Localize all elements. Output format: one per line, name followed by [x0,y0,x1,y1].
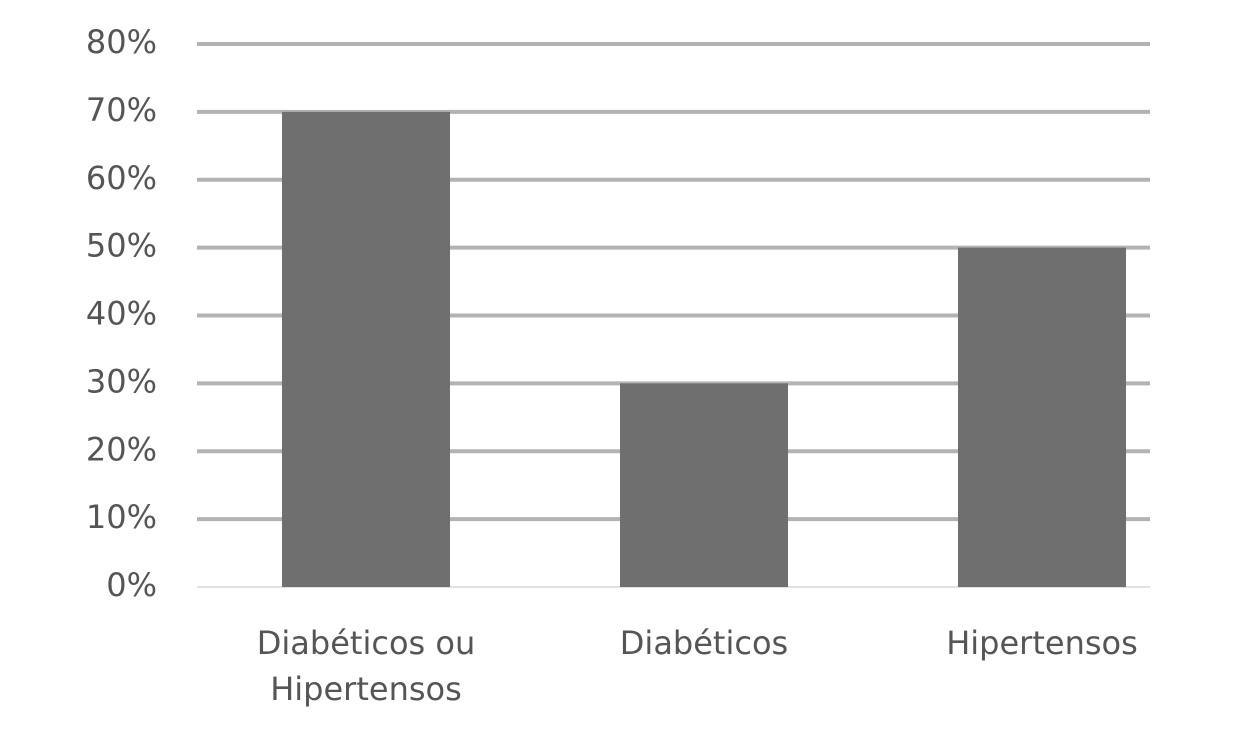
y-tick-label: 0% [106,566,157,604]
y-tick-label: 60% [86,159,157,197]
x-tick-label: Hipertensos [946,624,1138,662]
x-tick-label: Diabéticos ou Hipertensos [256,624,476,708]
x-tick-label: Diabéticos [619,624,789,662]
bar [282,111,450,587]
y-tick-label: 10% [86,498,157,536]
y-tick-label: 20% [86,430,157,468]
bar [620,383,788,587]
y-tick-label: 30% [86,362,157,400]
y-tick-label: 70% [86,91,157,129]
bar [958,247,1126,587]
y-tick-label: 50% [86,227,157,265]
y-tick-label: 80% [86,23,157,61]
y-tick-label: 40% [86,295,157,333]
